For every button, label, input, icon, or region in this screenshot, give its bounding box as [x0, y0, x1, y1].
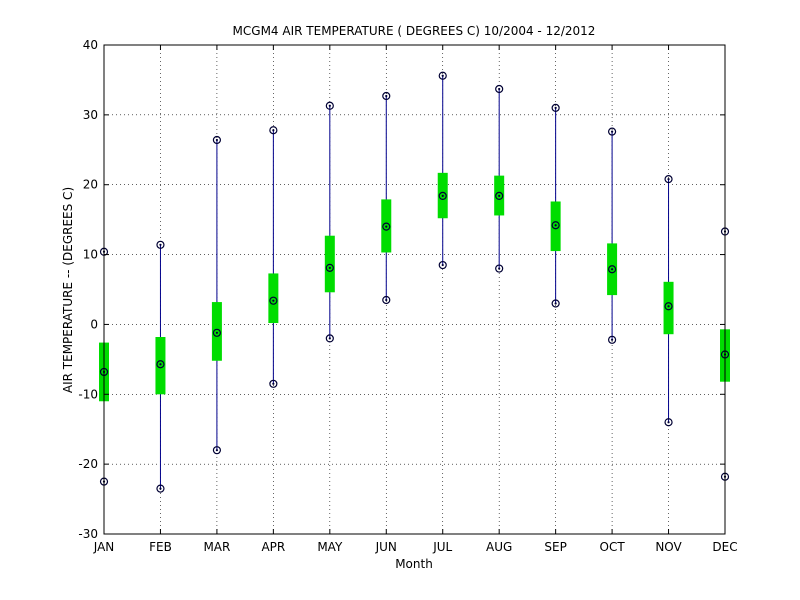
median-marker — [382, 222, 391, 231]
median-marker-dot — [159, 363, 162, 366]
x-tick-label: OCT — [600, 540, 626, 554]
y-tick-label: 0 — [90, 317, 98, 331]
median-marker — [551, 221, 560, 230]
max-marker — [551, 103, 560, 112]
chart-title: MCGM4 AIR TEMPERATURE ( DEGREES C) 10/20… — [233, 24, 596, 38]
median-marker — [325, 263, 334, 272]
median-marker — [212, 328, 222, 337]
y-tick-label: -30 — [78, 527, 98, 541]
min-marker-dot — [328, 337, 331, 340]
x-tick-label: SEP — [544, 540, 566, 554]
median-marker-dot — [610, 268, 614, 271]
median-marker-dot — [554, 224, 557, 227]
median-marker — [438, 191, 447, 200]
x-tick-label: AUG — [486, 540, 512, 554]
max-marker-dot — [554, 106, 557, 109]
median-marker — [607, 265, 617, 274]
max-marker — [269, 126, 278, 135]
max-marker — [495, 84, 504, 94]
min-marker-dot — [610, 338, 614, 341]
max-marker — [664, 175, 673, 184]
ticks: -30 -20 -10 0 10 20 30 40 JAN FEB MAR APR MAY JUN JUL A… — [78, 38, 737, 554]
max-marker — [438, 71, 447, 80]
max-marker — [607, 127, 617, 136]
max-marker-dot — [385, 94, 388, 98]
x-tick-label: JUL — [432, 540, 452, 554]
x-tick-label: APR — [261, 540, 285, 554]
min-marker — [664, 418, 673, 427]
min-marker-dot — [159, 487, 162, 490]
y-tick-label: 40 — [83, 38, 98, 52]
min-marker — [156, 484, 165, 493]
min-marker-dot — [441, 263, 444, 267]
y-tick-label: -20 — [78, 457, 98, 471]
min-marker-dot — [498, 267, 501, 270]
x-axis-label: Month — [395, 557, 433, 571]
max-marker — [325, 101, 334, 110]
median-marker — [269, 296, 278, 305]
median-marker-dot — [498, 194, 501, 197]
min-marker — [607, 335, 617, 344]
min-marker-dot — [215, 449, 219, 452]
max-marker — [212, 135, 222, 145]
median-marker — [664, 302, 673, 311]
x-tick-label: FEB — [149, 540, 172, 554]
min-marker — [325, 334, 334, 343]
min-marker — [382, 295, 391, 305]
x-tick-label: DEC — [712, 540, 737, 554]
max-marker — [156, 240, 165, 249]
min-marker-dot — [385, 298, 388, 302]
median-marker-dot — [272, 299, 275, 302]
x-tick-label: JAN — [93, 540, 115, 554]
min-marker — [438, 260, 447, 270]
median-marker — [495, 191, 504, 200]
max-marker — [382, 91, 391, 101]
box — [155, 337, 166, 395]
y-tick-label: -10 — [78, 387, 98, 401]
min-marker — [212, 446, 222, 455]
max-marker-dot — [610, 130, 614, 133]
median-marker-dot — [385, 225, 388, 228]
x-tick-label: JUN — [375, 540, 397, 554]
x-tick-label: MAR — [203, 540, 230, 554]
max-marker-dot — [159, 243, 162, 246]
min-marker-dot — [667, 421, 670, 424]
min-marker — [269, 379, 278, 388]
x-tick-label: MAY — [317, 540, 343, 554]
max-marker-dot — [328, 104, 331, 107]
median-marker-dot — [441, 194, 444, 197]
max-marker-dot — [667, 178, 670, 181]
max-marker-dot — [498, 87, 501, 91]
box — [211, 302, 222, 361]
max-marker-dot — [272, 129, 275, 132]
y-axis-label: AIR TEMPERATURE -- (DEGREES C) — [61, 187, 75, 393]
min-marker-dot — [272, 382, 275, 385]
median-marker — [156, 360, 165, 369]
min-marker — [495, 264, 504, 273]
y-tick-label: 30 — [83, 108, 98, 122]
y-tick-label: 10 — [83, 248, 98, 262]
median-marker-dot — [328, 266, 331, 269]
min-marker-dot — [554, 302, 557, 305]
y-tick-label: 20 — [83, 178, 98, 192]
box — [268, 273, 279, 324]
min-marker — [551, 299, 560, 308]
median-marker-dot — [215, 331, 219, 334]
max-marker-dot — [441, 74, 444, 77]
max-marker-dot — [215, 138, 219, 142]
plot-frame — [103, 44, 726, 535]
median-marker-dot — [667, 305, 670, 308]
plot-area — [104, 45, 725, 534]
box — [663, 281, 674, 335]
x-tick-label: NOV — [655, 540, 682, 554]
